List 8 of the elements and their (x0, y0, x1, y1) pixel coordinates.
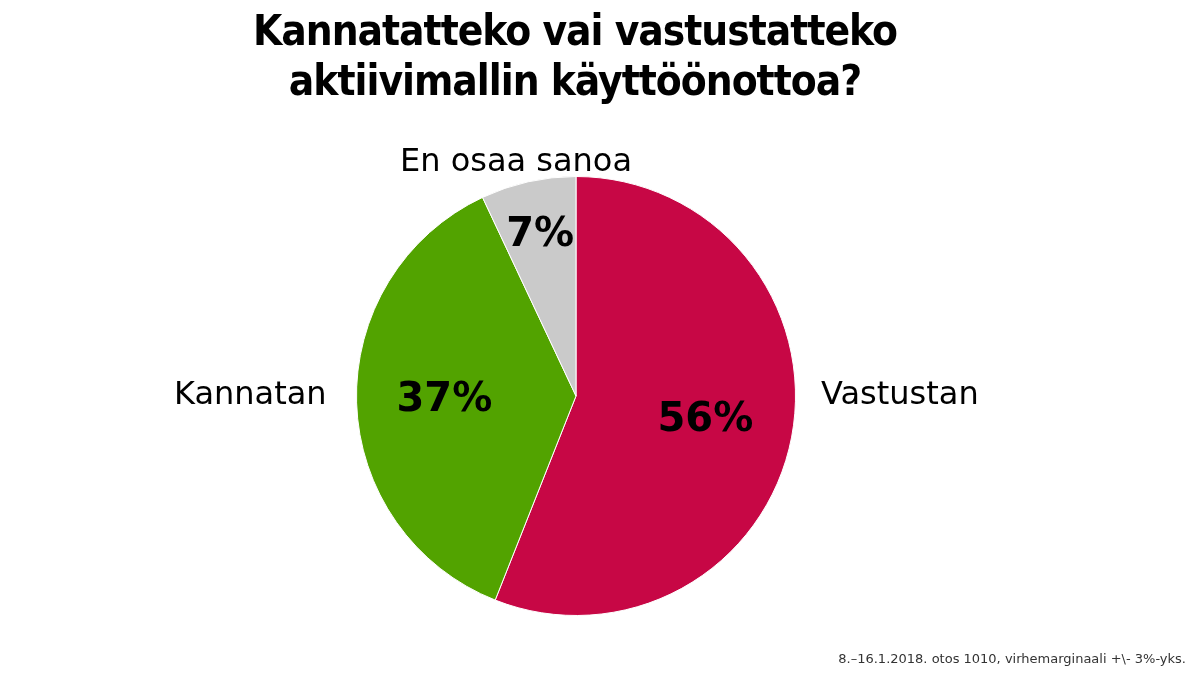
data-label: 7% (506, 208, 575, 255)
slice-label: En osaa sanoa (399, 140, 633, 179)
chart-title: Kannatatteko vai vastustatteko aktiivimallin käyttöönottoa? (251, 6, 899, 106)
slice-label: Vastustan (821, 374, 979, 413)
slice-label: Kannatan (173, 374, 327, 413)
text: 8.–16.1.2018. otos 1010, virhemarginaali +\- 3%-yks. (838, 651, 1186, 666)
data-label: 37% (396, 373, 493, 420)
data-label: 56% (657, 394, 754, 441)
